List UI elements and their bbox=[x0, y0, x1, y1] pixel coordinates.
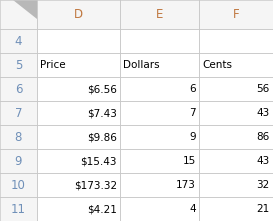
Text: 4: 4 bbox=[189, 204, 196, 214]
Text: 8: 8 bbox=[15, 131, 22, 144]
Text: Cents: Cents bbox=[203, 60, 233, 70]
Bar bbox=[120, 0, 199, 29]
Bar bbox=[199, 125, 273, 149]
Bar bbox=[199, 29, 273, 53]
Text: E: E bbox=[156, 8, 164, 21]
Bar bbox=[0, 173, 37, 197]
Text: 5: 5 bbox=[15, 59, 22, 72]
Text: 7: 7 bbox=[15, 107, 22, 120]
Bar bbox=[120, 77, 199, 101]
Text: 86: 86 bbox=[256, 132, 270, 142]
Bar bbox=[37, 101, 120, 125]
Text: $6.56: $6.56 bbox=[87, 84, 117, 94]
Text: $15.43: $15.43 bbox=[80, 156, 117, 166]
Text: Dollars: Dollars bbox=[123, 60, 160, 70]
Text: $7.43: $7.43 bbox=[87, 108, 117, 118]
Bar bbox=[37, 29, 120, 53]
Text: 4: 4 bbox=[15, 35, 22, 48]
Text: 173: 173 bbox=[176, 180, 196, 190]
Text: 9: 9 bbox=[15, 154, 22, 168]
Text: 6: 6 bbox=[189, 84, 196, 94]
Bar bbox=[120, 29, 199, 53]
Text: 11: 11 bbox=[11, 202, 26, 215]
Text: 43: 43 bbox=[256, 156, 270, 166]
Bar bbox=[37, 125, 120, 149]
Text: 15: 15 bbox=[183, 156, 196, 166]
Text: 9: 9 bbox=[189, 132, 196, 142]
Bar bbox=[199, 149, 273, 173]
Bar bbox=[0, 53, 37, 77]
Bar bbox=[199, 197, 273, 221]
Bar bbox=[37, 0, 120, 29]
Bar bbox=[120, 101, 199, 125]
Bar bbox=[120, 125, 199, 149]
Bar bbox=[199, 0, 273, 29]
Bar bbox=[37, 149, 120, 173]
Bar bbox=[0, 0, 37, 29]
Text: 21: 21 bbox=[256, 204, 270, 214]
Bar bbox=[37, 197, 120, 221]
Bar bbox=[0, 197, 37, 221]
Bar bbox=[120, 197, 199, 221]
Bar bbox=[37, 77, 120, 101]
Bar bbox=[120, 149, 199, 173]
Text: 6: 6 bbox=[15, 83, 22, 96]
Text: $9.86: $9.86 bbox=[87, 132, 117, 142]
Text: 56: 56 bbox=[256, 84, 270, 94]
Bar bbox=[199, 53, 273, 77]
Text: 32: 32 bbox=[256, 180, 270, 190]
Polygon shape bbox=[13, 0, 37, 19]
Text: 43: 43 bbox=[256, 108, 270, 118]
Text: Price: Price bbox=[40, 60, 66, 70]
Text: 7: 7 bbox=[189, 108, 196, 118]
Text: F: F bbox=[233, 8, 239, 21]
Bar bbox=[199, 101, 273, 125]
Text: $4.21: $4.21 bbox=[87, 204, 117, 214]
Bar bbox=[0, 29, 37, 53]
Bar bbox=[37, 53, 120, 77]
Bar bbox=[37, 173, 120, 197]
Bar bbox=[199, 77, 273, 101]
Bar bbox=[0, 149, 37, 173]
Text: D: D bbox=[74, 8, 83, 21]
Bar bbox=[0, 77, 37, 101]
Text: $173.32: $173.32 bbox=[74, 180, 117, 190]
Bar bbox=[0, 101, 37, 125]
Bar bbox=[0, 125, 37, 149]
Text: 10: 10 bbox=[11, 179, 26, 192]
Bar bbox=[120, 173, 199, 197]
Bar bbox=[120, 53, 199, 77]
Bar bbox=[199, 173, 273, 197]
